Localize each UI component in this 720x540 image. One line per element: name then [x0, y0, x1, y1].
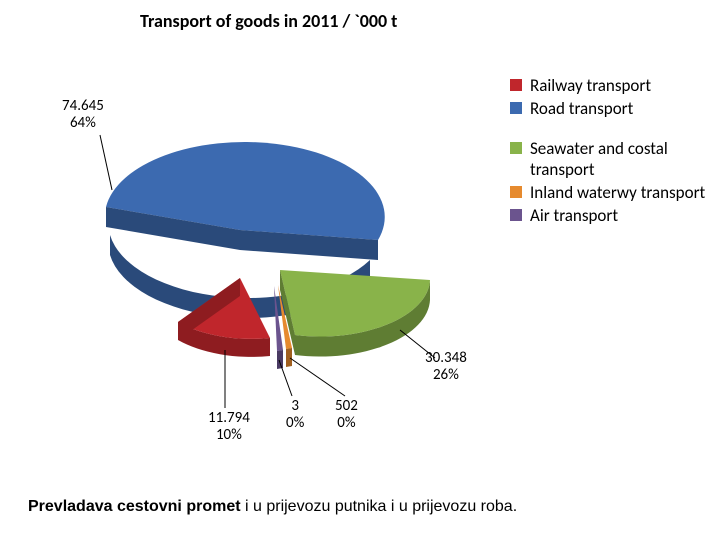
label-rail: 11.794 10% [208, 410, 250, 445]
swatch-icon [510, 209, 522, 221]
chart-title: Transport of goods in 2011 / `000 t [140, 10, 397, 32]
pie-chart: 74.645 64% 11.794 10% 3 0% 502 0% 30.348… [30, 40, 490, 460]
legend-item-air: Air transport [510, 205, 710, 226]
legend-label: Railway transport [530, 75, 651, 96]
caption-rest: i u prijevozu putnika i u prijevozu roba… [241, 498, 518, 515]
legend: Railway transport Road transport Seawate… [510, 75, 710, 245]
leader-road [100, 135, 112, 190]
legend-group-1: Railway transport Road transport [510, 75, 710, 120]
legend-item-sea: Seawater and costal transport [510, 138, 710, 181]
legend-group-2: Seawater and costal transport Inland wat… [510, 138, 710, 227]
swatch-icon [510, 79, 522, 91]
legend-label: Seawater and costal transport [530, 138, 710, 181]
label-sea: 30.348 26% [425, 350, 467, 385]
label-inland: 502 0% [335, 398, 358, 433]
legend-label: Road transport [530, 98, 633, 119]
slice-inland-side [286, 348, 292, 367]
legend-label: Air transport [530, 205, 618, 226]
legend-item-inland: Inland waterwy transport [510, 182, 710, 203]
leader-inland [290, 358, 345, 396]
slice-air-side [277, 350, 283, 369]
label-road: 74.645 64% [62, 98, 104, 133]
legend-label: Inland waterwy transport [530, 182, 705, 203]
swatch-icon [510, 186, 522, 198]
legend-item-road: Road transport [510, 98, 710, 119]
caption: Prevladava cestovni promet i u prijevozu… [28, 498, 517, 516]
label-air: 3 0% [286, 398, 304, 433]
legend-item-railway: Railway transport [510, 75, 710, 96]
swatch-icon [510, 142, 522, 154]
swatch-icon [510, 102, 522, 114]
caption-lead: Prevladava cestovni promet [28, 498, 241, 515]
